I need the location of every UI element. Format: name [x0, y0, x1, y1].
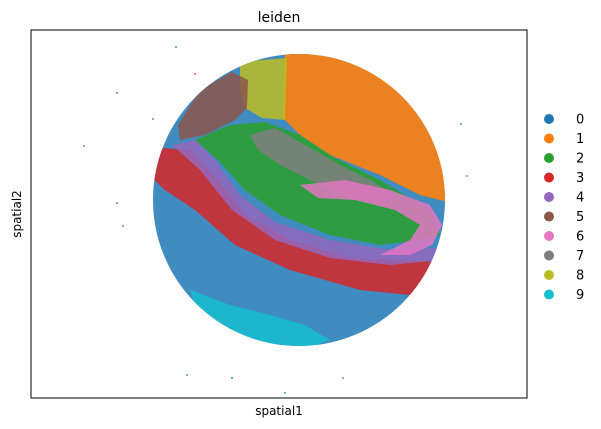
- stray-point: [466, 175, 468, 177]
- legend-label-7: 7: [576, 249, 584, 264]
- legend-marker-7: [544, 250, 554, 261]
- y-axis-label: spatial2: [10, 190, 24, 238]
- stray-point: [186, 374, 188, 376]
- legend-marker-3: [544, 172, 554, 183]
- legend-label-5: 5: [576, 210, 584, 225]
- legend-label-8: 8: [576, 269, 584, 284]
- legend-marker-8: [544, 270, 554, 280]
- legend-marker-9: [544, 289, 554, 300]
- stray-points: [83, 46, 468, 394]
- legend-marker-6: [544, 231, 554, 241]
- stray-point: [116, 202, 118, 204]
- stray-point: [122, 225, 124, 227]
- legend-label-2: 2: [576, 152, 584, 167]
- legend-label-4: 4: [576, 191, 584, 206]
- chart-title: leiden: [258, 10, 301, 26]
- legend-label-3: 3: [576, 171, 584, 186]
- legend-label-9: 9: [576, 288, 584, 303]
- stray-point: [152, 118, 154, 120]
- cluster-regions: [153, 54, 445, 346]
- legend-marker-5: [544, 211, 554, 222]
- stray-point: [284, 392, 286, 394]
- stray-point: [83, 145, 85, 147]
- legend-marker-2: [544, 153, 554, 163]
- scatter-points: [83, 46, 468, 394]
- x-axis-label: spatial1: [255, 404, 303, 418]
- legend-marker-4: [544, 192, 554, 202]
- legend: 0 1 2 3 4 5 6 7 8 9: [544, 113, 584, 303]
- stray-point: [231, 377, 233, 379]
- legend-label-0: 0: [576, 113, 584, 128]
- legend-label-6: 6: [576, 230, 584, 245]
- cluster-6-region: [300, 180, 442, 255]
- cluster-8-region: [240, 58, 287, 120]
- legend-marker-0: [544, 114, 554, 124]
- stray-point: [342, 377, 344, 379]
- stray-point: [194, 73, 196, 75]
- legend-marker-1: [544, 133, 554, 144]
- cluster-3-region: [153, 148, 440, 295]
- stray-point: [175, 46, 177, 48]
- legend-label-1: 1: [576, 132, 584, 147]
- stray-point: [116, 92, 118, 94]
- cluster-5-region: [178, 72, 248, 140]
- x-axis: spatial1: [255, 404, 303, 418]
- y-axis: spatial2: [10, 190, 24, 238]
- stray-point: [460, 123, 462, 125]
